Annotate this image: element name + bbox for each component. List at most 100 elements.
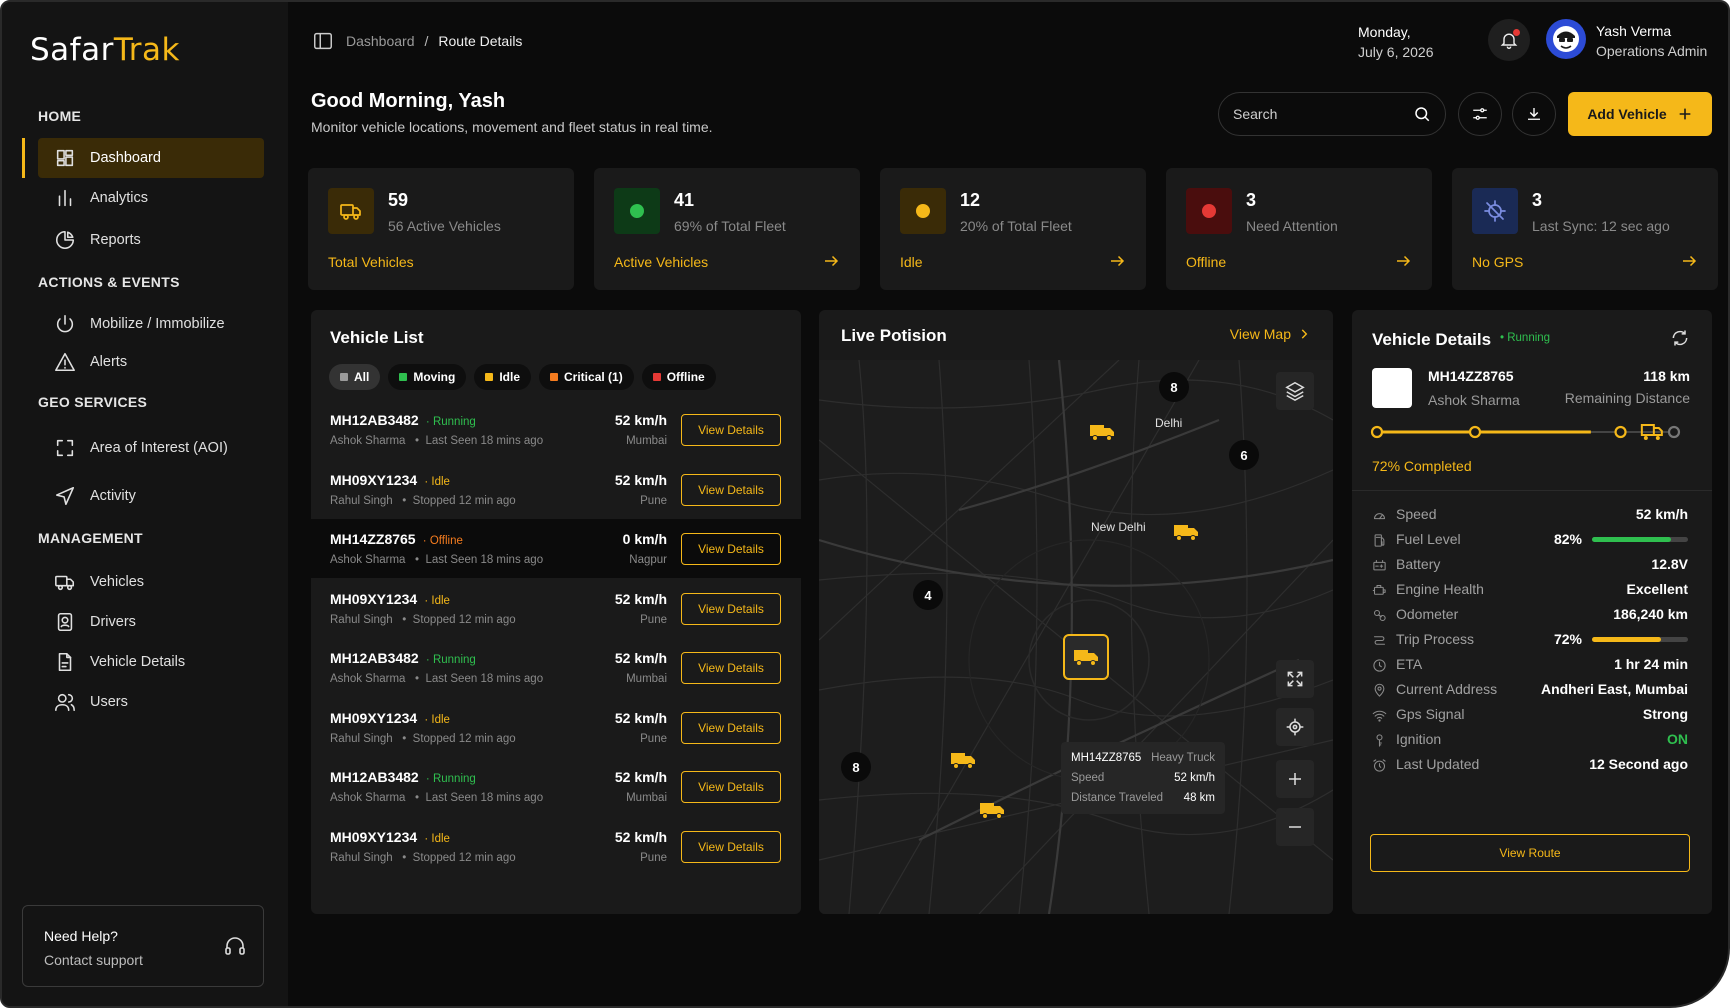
sidebar-item-vehicles[interactable]: Vehicles: [38, 562, 264, 602]
sidebar-item-activity[interactable]: Activity: [38, 476, 264, 516]
map-cluster[interactable]: 4: [913, 580, 943, 610]
table-row[interactable]: MH12AB3482 · Running Ashok Sharma • Last…: [311, 757, 801, 816]
vehicle-meta: Rahul Singh • Stopped 12 min ago: [330, 494, 516, 507]
arrow-right-icon[interactable]: [1680, 252, 1698, 270]
view-details-button[interactable]: View Details: [681, 830, 781, 863]
vehicle-tooltip: MH14ZZ8765 Heavy Truck Speed 52 km/h Dis…: [1061, 742, 1225, 814]
view-details-button[interactable]: View Details: [681, 652, 781, 684]
vehicle-city: Mumbai: [626, 435, 667, 447]
stat-card-active-vehicles[interactable]: 41 69% of Total Fleet Active Vehicles: [594, 168, 860, 290]
truck-marker-icon[interactable]: [950, 750, 976, 770]
last-seen: Last Seen 18 mins ago: [425, 554, 544, 566]
stat-card-no-gps[interactable]: 3 Last Sync: 12 sec ago No GPS: [1452, 168, 1718, 290]
view-details-button[interactable]: View Details: [681, 771, 781, 803]
map-cluster[interactable]: 8: [1159, 372, 1189, 402]
detail-row-ignition: Ignition ON: [1368, 731, 1688, 756]
sidebar-item-drivers[interactable]: Drivers: [38, 602, 264, 642]
view-details-button[interactable]: View Details: [681, 711, 781, 744]
filter-color-swatch: [652, 373, 661, 381]
stat-value: 3: [1532, 190, 1543, 210]
locate-button[interactable]: [1276, 708, 1314, 746]
layers-button[interactable]: [1276, 372, 1314, 410]
filter-chip[interactable]: Offline: [641, 364, 716, 390]
selected-truck-marker[interactable]: [1063, 634, 1109, 680]
wifi-icon: [1370, 707, 1387, 722]
breadcrumb-dashboard[interactable]: Dashboard: [346, 33, 415, 49]
contact-support-link[interactable]: Contact support: [44, 952, 143, 968]
download-button[interactable]: [1512, 92, 1556, 136]
view-map-link[interactable]: View Map: [1230, 326, 1311, 342]
table-row[interactable]: MH09XY1234 · Idle Rahul Singh • Stopped …: [311, 698, 801, 757]
brand-name-b: Trak: [113, 32, 180, 68]
filter-chip[interactable]: All: [329, 364, 381, 390]
stat-card-total-vehicles[interactable]: 59 56 Active Vehicles Total Vehicles: [308, 168, 574, 290]
filter-chip[interactable]: Critical (1): [539, 364, 634, 390]
fullscreen-button[interactable]: [1276, 660, 1314, 698]
search-icon[interactable]: [1413, 105, 1431, 123]
view-details-button[interactable]: View Details: [681, 414, 781, 446]
brand-logo[interactable]: SafarTrak: [30, 32, 180, 68]
sidebar-item-analytics[interactable]: Analytics: [38, 178, 264, 218]
scan-frame-icon: [54, 437, 90, 459]
truck-marker-icon[interactable]: [1173, 522, 1199, 542]
zoom-out-button[interactable]: [1276, 808, 1314, 846]
sidebar-toggle-icon[interactable]: [312, 30, 334, 52]
view-route-button[interactable]: View Route: [1370, 834, 1690, 872]
arrow-right-icon[interactable]: [1108, 252, 1126, 270]
fuel-icon: [1370, 532, 1385, 547]
refresh-icon[interactable]: [1670, 328, 1690, 348]
stat-card-idle[interactable]: 12 20% of Total Fleet Idle: [880, 168, 1146, 290]
vehicle-city: Pune: [640, 613, 667, 626]
sidebar-item-alerts[interactable]: Alerts: [38, 342, 264, 382]
filter-settings-button[interactable]: [1458, 92, 1502, 136]
user-info[interactable]: Yash Verma Operations Admin: [1596, 21, 1707, 61]
vehicle-plate: MH09XY1234 · Idle: [330, 710, 450, 726]
stat-description: Need Attention: [1246, 218, 1338, 234]
filter-chip[interactable]: Moving: [388, 364, 467, 390]
arrow-right-icon[interactable]: [822, 252, 840, 270]
view-details-button[interactable]: View Details: [681, 592, 781, 625]
vehicle-status-text: Idle: [431, 475, 450, 488]
truck-marker-icon[interactable]: [1089, 422, 1115, 442]
table-row[interactable]: MH09XY1234 · Idle Rahul Singh • Stopped …: [311, 579, 801, 638]
sidebar-item-vehicle-details[interactable]: Vehicle Details: [38, 642, 264, 682]
vehicle-status-text: Idle: [431, 832, 450, 845]
arrow-right-icon[interactable]: [1394, 252, 1412, 270]
stat-card-offline[interactable]: 3 Need Attention Offline: [1166, 168, 1432, 290]
table-row[interactable]: MH12AB3482 · Running Ashok Sharma • Last…: [311, 638, 801, 697]
vehicle-status-text: Running: [432, 416, 476, 428]
add-vehicle-button[interactable]: Add Vehicle: [1568, 92, 1712, 136]
live-map[interactable]: 8 6 4 8 Delhi New Delhi MH14ZZ8765 Heavy…: [819, 360, 1333, 914]
help-card[interactable]: Need Help? Contact support: [22, 905, 264, 987]
nav-section-title: ACTIONS & EVENTS: [38, 274, 180, 290]
sidebar-item-mobilize-immobilize[interactable]: Mobilize / Immobilize: [38, 304, 264, 344]
zoom-in-button[interactable]: [1276, 760, 1314, 798]
map-cluster[interactable]: 6: [1229, 440, 1259, 470]
view-details-button[interactable]: View Details: [681, 473, 781, 506]
table-row[interactable]: MH09XY1234 · Idle Rahul Singh • Stopped …: [311, 817, 801, 876]
search-input[interactable]: [1233, 106, 1403, 122]
notifications-button[interactable]: [1488, 19, 1530, 61]
table-row[interactable]: MH09XY1234 · Idle Rahul Singh • Stopped …: [311, 460, 801, 519]
trip-process-bar: [1592, 637, 1688, 642]
navigation-arrow-icon: [54, 485, 90, 507]
document-icon: [54, 651, 90, 673]
crosshair-icon: [1286, 718, 1304, 736]
sidebar-item-dashboard[interactable]: Dashboard: [38, 138, 264, 178]
vehicle-city: Mumbai: [626, 673, 667, 685]
remaining-distance: 118 km: [1643, 368, 1690, 384]
avatar[interactable]: [1546, 19, 1586, 59]
filter-chip[interactable]: Idle: [474, 364, 532, 390]
sidebar-item-area-of-interest-aoi[interactable]: Area of Interest (AOI): [38, 428, 264, 468]
table-row[interactable]: MH12AB3482 · Running Ashok Sharma • Last…: [311, 400, 801, 459]
table-row[interactable]: MH14ZZ8765 · Offline Ashok Sharma • Last…: [311, 519, 801, 578]
sidebar-item-reports[interactable]: Reports: [38, 220, 264, 260]
remaining-distance-label: Remaining Distance: [1564, 390, 1690, 406]
view-details-button[interactable]: View Details: [681, 533, 781, 565]
truck-marker-icon[interactable]: [979, 800, 1005, 820]
map-cluster[interactable]: 8: [841, 752, 871, 782]
sidebar-item-users[interactable]: Users: [38, 682, 264, 722]
vehicle-plate: MH12AB3482 · Running: [330, 412, 476, 428]
driver-name: Ashok Sharma: [330, 554, 406, 566]
